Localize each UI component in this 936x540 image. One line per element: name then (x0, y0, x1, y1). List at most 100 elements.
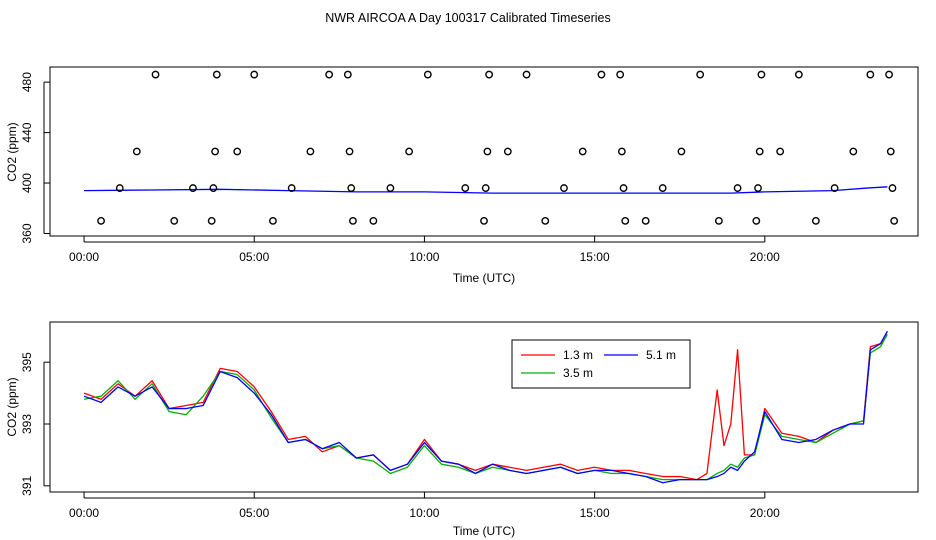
x-tick-label: 00:00 (69, 250, 99, 264)
scatter-point (617, 147, 626, 156)
scatter-point (888, 184, 897, 192)
scatter-point (132, 147, 141, 156)
top-series-lines (84, 186, 888, 194)
x-tick-label: 10:00 (409, 250, 439, 264)
scatter-point (269, 216, 277, 225)
scatter-point (209, 184, 218, 192)
series-line-5-1m (83, 330, 888, 484)
x-tick-label: 05:00 (239, 250, 269, 264)
scatter-point (170, 216, 179, 225)
top-series-line (84, 186, 888, 194)
scatter-point (423, 70, 432, 79)
scatter-point (794, 70, 803, 79)
scatter-point (811, 216, 820, 225)
scatter-point (866, 70, 875, 79)
top-y-label: CO2 (ppm) (5, 122, 19, 181)
scatter-point (890, 216, 899, 225)
scatter-point (733, 184, 742, 192)
x-tick-label: 20:00 (750, 250, 780, 264)
scatter-point (480, 216, 488, 225)
scatter-point (714, 216, 723, 225)
scatter-point (485, 70, 494, 79)
scatter-point (345, 147, 354, 156)
scatter-point (541, 216, 550, 225)
scatter-point (481, 184, 490, 192)
scatter-point (349, 216, 357, 225)
x-tick-label: 15:00 (580, 506, 610, 520)
scatter-point (250, 70, 259, 79)
top-x-label: Time (UTC) (453, 271, 515, 285)
scatter-point (343, 70, 352, 79)
legend: 1.3 m 3.5 m 5.1 m (511, 339, 691, 389)
scatter-point (405, 147, 414, 156)
scatter-point (757, 70, 766, 79)
legend-label-5-1m: 5.1 m (646, 348, 676, 362)
scatter-point (189, 184, 197, 192)
scatter-point (211, 147, 219, 156)
scatter-point (115, 184, 124, 192)
scatter-point (677, 147, 686, 156)
scatter-point (885, 70, 893, 79)
scatter-point (619, 184, 628, 192)
y-tick-label: 360 (20, 223, 34, 243)
scatter-point (207, 216, 216, 225)
series-line-1-3m (83, 330, 888, 481)
bottom-plot-frame (49, 321, 919, 493)
scatter-point (522, 70, 531, 79)
legend-label-1-3m: 1.3 m (563, 348, 593, 362)
top-y-axis: 360 400 440 480 (20, 72, 50, 243)
scatter-point (621, 216, 630, 225)
legend-label-3-5m: 3.5 m (563, 366, 593, 380)
figure-title: NWR AIRCOA A Day 100317 Calibrated Times… (325, 11, 611, 25)
scatter-point (212, 70, 221, 79)
scatter-point (233, 147, 242, 156)
y-tick-label: 400 (20, 173, 34, 193)
scatter-point (306, 147, 315, 156)
scatter-point (386, 184, 395, 192)
bottom-x-label: Time (UTC) (453, 524, 515, 538)
bottom-y-axis: 391 393 395 (20, 352, 50, 496)
y-tick-label: 480 (20, 72, 34, 92)
bottom-x-axis: 00:00 05:00 10:00 15:00 20:00 (69, 492, 780, 520)
scatter-point (97, 216, 105, 225)
scatter-point (776, 147, 785, 156)
bottom-y-label: CO2 (ppm) (5, 377, 19, 436)
scatter-point (560, 184, 568, 192)
scatter-point (503, 147, 512, 156)
y-tick-label: 440 (20, 122, 34, 142)
legend-box (511, 339, 691, 389)
bottom-series-lines (83, 330, 888, 484)
scatter-point (325, 70, 334, 79)
scatter-point (578, 147, 587, 156)
scatter-point (752, 216, 761, 225)
top-scatter-points (97, 70, 899, 225)
top-plot-frame (49, 66, 919, 237)
top-panel: 00:00 05:00 10:00 15:00 20:00 360 400 440 480 T… (5, 66, 919, 285)
x-tick-label: 15:00 (580, 250, 610, 264)
scatter-point (287, 184, 296, 192)
scatter-point (597, 70, 606, 79)
x-tick-label: 00:00 (69, 506, 99, 520)
scatter-point (461, 184, 470, 192)
scatter-point (641, 216, 650, 225)
y-tick-label: 395 (20, 352, 34, 372)
scatter-point (616, 70, 625, 79)
scatter-point (886, 147, 895, 156)
x-tick-label: 10:00 (409, 506, 439, 520)
scatter-point (849, 147, 858, 156)
scatter-point (754, 184, 762, 192)
top-x-axis: 00:00 05:00 10:00 15:00 20:00 (69, 236, 780, 264)
scatter-point (696, 70, 705, 79)
scatter-point (658, 184, 667, 192)
y-tick-label: 391 (20, 475, 34, 495)
scatter-point (151, 70, 160, 79)
scatter-point (830, 184, 839, 192)
series-line-3-5m (83, 334, 888, 481)
scatter-point (755, 147, 764, 156)
scatter-point (483, 147, 492, 156)
scatter-point (369, 216, 378, 225)
scatter-point (347, 184, 356, 192)
y-tick-label: 393 (20, 414, 34, 434)
x-tick-label: 05:00 (239, 506, 269, 520)
